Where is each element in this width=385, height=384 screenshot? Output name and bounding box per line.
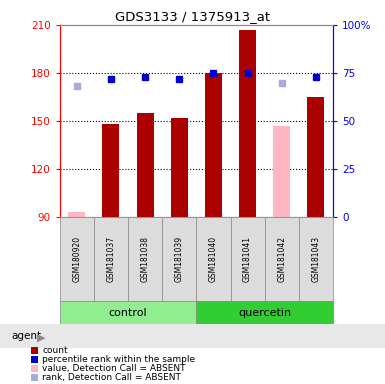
Text: rank, Detection Call = ABSENT: rank, Detection Call = ABSENT (42, 372, 181, 382)
Text: GDS3133 / 1375913_at: GDS3133 / 1375913_at (115, 10, 270, 23)
Text: GSM181043: GSM181043 (311, 236, 320, 282)
Bar (307, 97, 325, 217)
Bar (205, 73, 222, 217)
Bar (239, 30, 256, 217)
Text: GSM181042: GSM181042 (277, 236, 286, 282)
Text: quercetin: quercetin (238, 308, 291, 318)
Text: GSM181039: GSM181039 (175, 236, 184, 282)
Text: agent: agent (12, 331, 42, 341)
Text: count: count (42, 346, 68, 355)
Text: percentile rank within the sample: percentile rank within the sample (42, 355, 196, 364)
Text: ▶: ▶ (37, 332, 45, 342)
Bar (273, 126, 290, 217)
Bar (137, 113, 154, 217)
Text: GSM181038: GSM181038 (141, 236, 150, 282)
Text: GSM181041: GSM181041 (243, 236, 252, 282)
Text: GSM180920: GSM180920 (72, 236, 81, 282)
Bar (102, 124, 119, 217)
Text: GSM181040: GSM181040 (209, 236, 218, 282)
Text: value, Detection Call = ABSENT: value, Detection Call = ABSENT (42, 364, 186, 373)
Text: GSM181037: GSM181037 (106, 236, 115, 282)
Text: control: control (109, 308, 147, 318)
Bar (68, 212, 85, 217)
Bar (171, 118, 188, 217)
